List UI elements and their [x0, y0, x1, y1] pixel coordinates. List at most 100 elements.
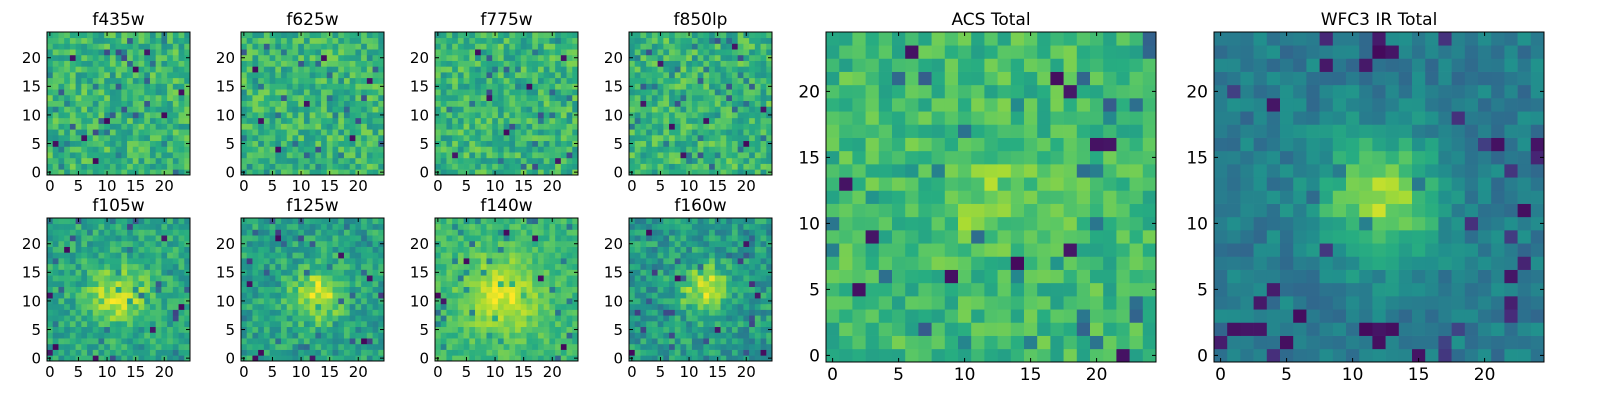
pixel: [69, 235, 76, 242]
pixel: [537, 163, 545, 170]
pixel: [446, 263, 453, 270]
pixel: [321, 252, 328, 259]
pixel: [246, 37, 253, 44]
pixel: [372, 286, 379, 293]
pixel: [766, 94, 773, 101]
pixel: [47, 117, 54, 124]
pixel: [326, 100, 333, 107]
pixel: [366, 258, 373, 265]
pixel: [492, 223, 499, 230]
pixel: [543, 258, 550, 265]
pixel: [64, 252, 71, 259]
x-tick-label: 20: [349, 177, 368, 195]
pixel: [532, 338, 539, 345]
pixel: [669, 49, 676, 56]
pixel: [560, 49, 567, 56]
pixel: [640, 89, 647, 96]
pixel: [155, 349, 162, 356]
pixel: [566, 83, 573, 90]
pixel: [452, 349, 459, 356]
pixel: [486, 112, 493, 119]
pixel: [560, 240, 567, 247]
pixel: [52, 326, 59, 333]
pixel: [657, 72, 664, 79]
pixel: [555, 269, 562, 276]
pixel: [446, 169, 453, 176]
pixel: [121, 332, 128, 339]
pixel: [155, 263, 162, 270]
pixel: [515, 60, 522, 67]
pixel: [281, 298, 288, 305]
pixel: [497, 77, 504, 84]
pixel: [674, 303, 681, 310]
pixel: [269, 332, 276, 339]
pixel: [52, 83, 59, 90]
pixel: [497, 157, 504, 164]
pixel: [515, 83, 522, 90]
x-tick-label: 5: [74, 363, 84, 381]
pixel: [737, 280, 744, 287]
pixel: [167, 303, 174, 310]
pixel: [452, 320, 459, 328]
pixel: [731, 32, 739, 39]
y-tick-label: 20: [22, 49, 41, 67]
y-tick-label: 5: [225, 321, 235, 339]
pixel: [69, 112, 76, 119]
pixel: [503, 258, 510, 265]
pixel: [760, 315, 767, 322]
pixel: [731, 66, 739, 73]
pixel: [303, 94, 310, 101]
pixel: [75, 229, 82, 236]
pixel: [52, 240, 59, 247]
pixel: [349, 218, 356, 225]
pixel: [640, 315, 647, 322]
pixel: [703, 275, 710, 282]
pixel: [532, 349, 539, 356]
pixel: [281, 258, 288, 265]
pixel: [298, 280, 305, 287]
pixel: [315, 338, 322, 345]
pixel: [515, 218, 522, 225]
pixel: [646, 112, 653, 119]
pixel: [378, 343, 385, 350]
pixel: [167, 263, 174, 270]
pixel: [537, 320, 545, 328]
pixel: [697, 112, 704, 119]
pixel: [361, 37, 368, 44]
pixel: [714, 72, 721, 79]
pixel: [366, 60, 373, 67]
pixel: [315, 246, 322, 253]
pixel: [572, 309, 579, 316]
pixel: [372, 157, 379, 164]
pixel: [132, 163, 139, 170]
pixel: [731, 94, 739, 101]
pixel: [560, 252, 567, 259]
pixel: [657, 320, 664, 328]
pixel: [246, 355, 253, 362]
pixel: [440, 72, 447, 79]
pixel: [526, 152, 533, 159]
pixel: [149, 163, 157, 170]
pixel: [286, 223, 293, 230]
pixel: [263, 60, 270, 67]
pixel: [515, 146, 522, 153]
pixel: [246, 146, 253, 153]
pixel: [440, 315, 447, 322]
pixel: [269, 263, 276, 270]
pixel: [555, 123, 562, 130]
pixel: [446, 112, 453, 119]
pixel: [709, 292, 716, 299]
pixel: [275, 123, 282, 130]
pixel: [760, 37, 767, 44]
pixel: [281, 152, 288, 159]
pixel: [503, 163, 510, 170]
pixel: [566, 94, 573, 101]
pixel: [440, 263, 447, 270]
pixel: [475, 292, 482, 299]
pixel: [697, 332, 704, 339]
pixel: [720, 37, 727, 44]
pixel: [298, 117, 305, 124]
pixel: [754, 49, 761, 56]
pixel: [457, 169, 464, 176]
pixel: [760, 280, 767, 287]
